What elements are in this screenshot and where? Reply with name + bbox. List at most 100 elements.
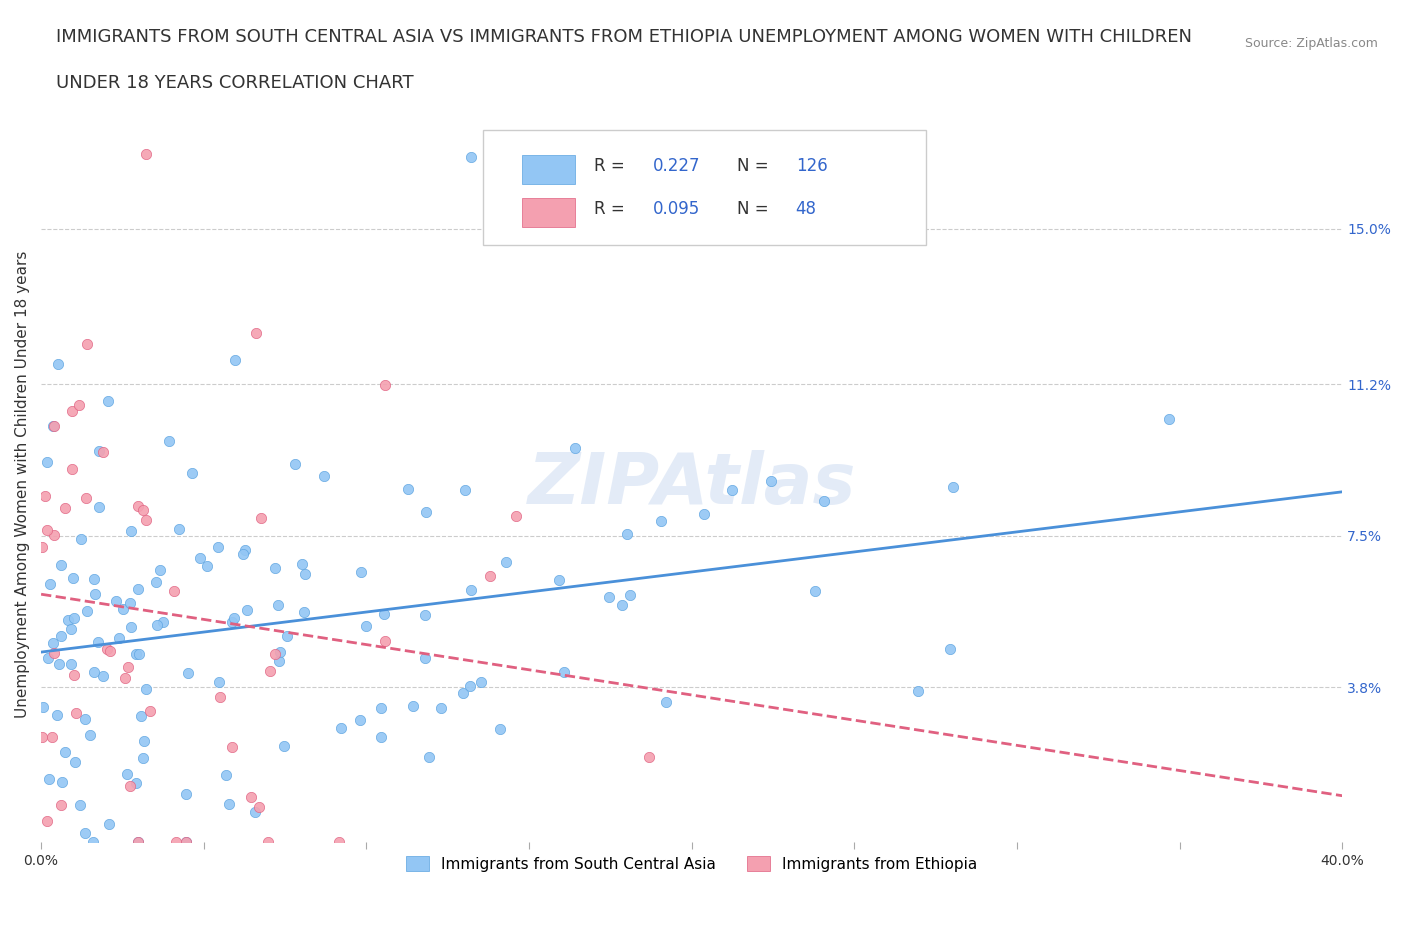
Immigrants from Ethiopia bbox=[208, 689, 231, 704]
Immigrants from South Central Asia bbox=[759, 474, 782, 489]
Immigrants from South Central Asia bbox=[124, 646, 146, 661]
Immigrants from Ethiopia bbox=[75, 491, 97, 506]
Immigrants from Ethiopia bbox=[505, 509, 527, 524]
Immigrants from South Central Asia bbox=[87, 634, 110, 649]
Immigrants from Ethiopia bbox=[328, 835, 350, 850]
Immigrants from South Central Asia bbox=[942, 480, 965, 495]
Immigrants from South Central Asia bbox=[120, 595, 142, 610]
Immigrants from South Central Asia bbox=[87, 499, 110, 514]
Immigrants from South Central Asia bbox=[564, 441, 586, 456]
Immigrants from South Central Asia bbox=[197, 558, 219, 573]
Text: UNDER 18 YEARS CORRELATION CHART: UNDER 18 YEARS CORRELATION CHART bbox=[56, 74, 413, 92]
Immigrants from South Central Asia bbox=[276, 629, 298, 644]
Immigrants from South Central Asia bbox=[1157, 411, 1180, 426]
Immigrants from South Central Asia bbox=[62, 571, 84, 586]
Immigrants from Ethiopia bbox=[239, 790, 262, 804]
Immigrants from South Central Asia bbox=[128, 646, 150, 661]
Immigrants from South Central Asia bbox=[218, 796, 240, 811]
Immigrants from Ethiopia bbox=[31, 730, 53, 745]
Immigrants from South Central Asia bbox=[181, 465, 204, 480]
Immigrants from South Central Asia bbox=[75, 825, 97, 840]
Immigrants from South Central Asia bbox=[430, 700, 453, 715]
Immigrants from South Central Asia bbox=[813, 494, 835, 509]
Immigrants from South Central Asia bbox=[273, 739, 295, 754]
Immigrants from Ethiopia bbox=[62, 668, 84, 683]
Immigrants from Ethiopia bbox=[117, 659, 139, 674]
Immigrants from South Central Asia bbox=[115, 767, 138, 782]
Immigrants from South Central Asia bbox=[37, 650, 59, 665]
Immigrants from South Central Asia bbox=[222, 611, 245, 626]
Immigrants from South Central Asia bbox=[132, 734, 155, 749]
Immigrants from South Central Asia bbox=[349, 713, 371, 728]
Text: N =: N = bbox=[737, 200, 775, 218]
Immigrants from South Central Asia bbox=[233, 543, 256, 558]
Immigrants from South Central Asia bbox=[87, 444, 110, 458]
Immigrants from Ethiopia bbox=[60, 404, 83, 418]
Immigrants from South Central Asia bbox=[208, 675, 231, 690]
Immigrants from South Central Asia bbox=[145, 575, 167, 590]
Immigrants from South Central Asia bbox=[415, 505, 437, 520]
Immigrants from South Central Asia bbox=[354, 618, 377, 633]
Immigrants from South Central Asia bbox=[46, 356, 69, 371]
Immigrants from Ethiopia bbox=[37, 813, 59, 828]
Immigrants from South Central Asia bbox=[245, 804, 267, 819]
Immigrants from South Central Asia bbox=[39, 577, 62, 591]
Immigrants from South Central Asia bbox=[188, 551, 211, 565]
Immigrants from South Central Asia bbox=[127, 835, 149, 850]
Immigrants from Ethiopia bbox=[53, 500, 76, 515]
Immigrants from South Central Asia bbox=[236, 603, 259, 618]
Immigrants from South Central Asia bbox=[939, 642, 962, 657]
Immigrants from Ethiopia bbox=[245, 326, 267, 340]
Immigrants from Ethiopia bbox=[65, 705, 87, 720]
Immigrants from South Central Asia bbox=[79, 727, 101, 742]
Immigrants from Ethiopia bbox=[35, 523, 58, 538]
Immigrants from Ethiopia bbox=[174, 835, 197, 850]
Immigrants from Ethiopia bbox=[42, 645, 65, 660]
Immigrants from South Central Asia bbox=[60, 657, 83, 671]
Text: ZIPAtlas: ZIPAtlas bbox=[527, 450, 856, 519]
Immigrants from South Central Asia bbox=[51, 557, 73, 572]
Immigrants from South Central Asia bbox=[174, 787, 197, 802]
Immigrants from South Central Asia bbox=[654, 695, 676, 710]
Immigrants from South Central Asia bbox=[69, 531, 91, 546]
Immigrants from South Central Asia bbox=[312, 469, 335, 484]
Immigrants from Ethiopia bbox=[34, 489, 56, 504]
Immigrants from South Central Asia bbox=[207, 540, 229, 555]
Immigrants from Ethiopia bbox=[135, 147, 157, 162]
Text: IMMIGRANTS FROM SOUTH CENTRAL ASIA VS IMMIGRANTS FROM ETHIOPIA UNEMPLOYMENT AMON: IMMIGRANTS FROM SOUTH CENTRAL ASIA VS IM… bbox=[56, 28, 1192, 46]
Immigrants from Ethiopia bbox=[132, 502, 155, 517]
Immigrants from South Central Asia bbox=[470, 675, 492, 690]
Immigrants from South Central Asia bbox=[76, 604, 98, 618]
FancyBboxPatch shape bbox=[523, 155, 575, 184]
Immigrants from South Central Asia bbox=[460, 149, 482, 164]
Immigrants from Ethiopia bbox=[249, 799, 271, 814]
Immigrants from South Central Asia bbox=[215, 767, 238, 782]
Immigrants from South Central Asia bbox=[45, 708, 67, 723]
Immigrants from South Central Asia bbox=[132, 751, 155, 765]
Immigrants from South Central Asia bbox=[51, 775, 73, 790]
Legend: Immigrants from South Central Asia, Immigrants from Ethiopia: Immigrants from South Central Asia, Immi… bbox=[401, 850, 983, 878]
Immigrants from Ethiopia bbox=[264, 646, 287, 661]
Immigrants from Ethiopia bbox=[44, 418, 66, 433]
Immigrants from South Central Asia bbox=[610, 598, 633, 613]
Immigrants from South Central Asia bbox=[284, 457, 307, 472]
Immigrants from Ethiopia bbox=[165, 835, 187, 850]
Immigrants from South Central Asia bbox=[104, 593, 127, 608]
Immigrants from Ethiopia bbox=[479, 569, 502, 584]
Immigrants from South Central Asia bbox=[120, 524, 142, 538]
Immigrants from Ethiopia bbox=[637, 750, 659, 764]
Immigrants from South Central Asia bbox=[91, 669, 114, 684]
Immigrants from Ethiopia bbox=[127, 498, 149, 513]
Immigrants from Ethiopia bbox=[138, 703, 160, 718]
Immigrants from Ethiopia bbox=[118, 778, 141, 793]
FancyBboxPatch shape bbox=[523, 198, 575, 227]
Immigrants from South Central Asia bbox=[370, 700, 392, 715]
Immigrants from South Central Asia bbox=[97, 817, 120, 831]
Immigrants from South Central Asia bbox=[616, 526, 638, 541]
Text: 0.095: 0.095 bbox=[652, 200, 700, 218]
Immigrants from South Central Asia bbox=[83, 587, 105, 602]
Immigrants from South Central Asia bbox=[224, 352, 246, 367]
Immigrants from South Central Asia bbox=[292, 604, 315, 619]
Immigrants from Ethiopia bbox=[259, 663, 281, 678]
Immigrants from South Central Asia bbox=[31, 699, 53, 714]
